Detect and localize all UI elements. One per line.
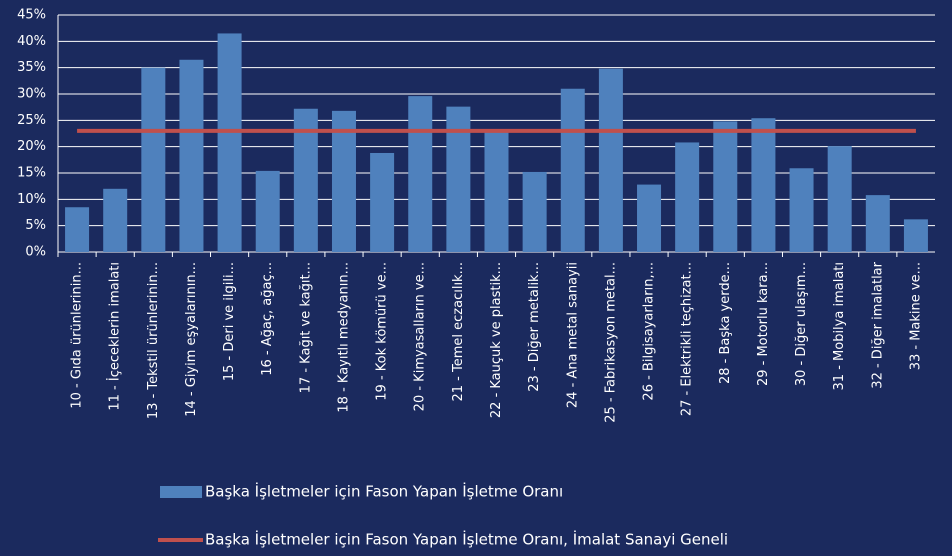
y-tick-label: 35% bbox=[17, 60, 46, 75]
bar bbox=[408, 96, 433, 253]
legend-swatch bbox=[160, 486, 202, 498]
x-tick-label: 29 - Motorlu kara... bbox=[756, 262, 771, 386]
x-tick-label: 26 - Bilgisayarların,... bbox=[642, 262, 657, 401]
x-tick-label: 25 - Fabrikasyon metal... bbox=[603, 262, 618, 423]
bar bbox=[255, 170, 280, 252]
y-tick-label: 30% bbox=[17, 87, 46, 102]
x-tick-label: 10 - Gıda ürünlerinin... bbox=[70, 262, 85, 409]
x-tick-label: 24 - Ana metal sanayii bbox=[565, 262, 580, 408]
bar bbox=[675, 142, 700, 252]
bar bbox=[713, 121, 738, 253]
y-tick-label: 10% bbox=[17, 192, 46, 207]
bar bbox=[522, 171, 547, 252]
bar bbox=[560, 88, 585, 252]
bar bbox=[865, 195, 890, 252]
x-tick-label: 32 - Diğer imalatlar bbox=[870, 261, 885, 388]
x-tick-label: 20 - Kimyasalların ve... bbox=[413, 262, 428, 411]
bar bbox=[370, 152, 395, 252]
x-tick-label: 33 - Makine ve... bbox=[908, 262, 923, 370]
x-tick-label: 31 - Mobilya imalatı bbox=[832, 262, 847, 390]
bar bbox=[103, 188, 128, 252]
bar bbox=[637, 184, 662, 252]
bar bbox=[331, 110, 356, 252]
bar bbox=[598, 68, 623, 252]
x-tick-label: 22 - Kauçuk ve plastik... bbox=[489, 262, 504, 418]
bar bbox=[65, 207, 90, 252]
x-tick-label: 17 - Kağıt ve kağıt... bbox=[298, 262, 313, 393]
x-tick-label: 11 - İçeceklerin imalatı bbox=[107, 262, 123, 411]
y-tick-label: 20% bbox=[17, 139, 46, 154]
x-tick-label: 18 - Kayıtlı medyanın... bbox=[336, 262, 351, 413]
x-tick-label: 23 - Diğer metalik... bbox=[527, 262, 542, 392]
x-tick-label: 19 - Kok kömürü ve... bbox=[375, 262, 390, 401]
x-tick-label: 21 - Temel eczacılık... bbox=[451, 262, 466, 401]
bar bbox=[827, 146, 852, 252]
bar bbox=[751, 118, 776, 252]
bar bbox=[903, 219, 928, 252]
bar bbox=[789, 168, 814, 252]
bar bbox=[484, 130, 509, 252]
legend-label: Başka İşletmeler için Fason Yapan İşletm… bbox=[205, 530, 728, 549]
y-tick-label: 40% bbox=[17, 34, 46, 49]
x-tick-label: 16 - Ağaç, ağaç... bbox=[260, 262, 275, 376]
y-tick-label: 15% bbox=[17, 166, 46, 181]
x-tick-label: 27 - Elektrikli teçhizat... bbox=[680, 262, 695, 416]
bar bbox=[217, 33, 242, 252]
x-tick-label: 13 - Tekstil ürünlerinin... bbox=[146, 262, 161, 419]
y-tick-label: 25% bbox=[17, 113, 46, 128]
bar bbox=[446, 106, 471, 252]
y-tick-label: 0% bbox=[25, 245, 46, 260]
y-tick-label: 5% bbox=[25, 218, 46, 233]
x-tick-label: 14 - Giyim eşyalarının... bbox=[184, 262, 199, 417]
x-tick-label: 30 - Diğer ulaşım... bbox=[794, 262, 809, 386]
y-tick-label: 45% bbox=[17, 8, 46, 23]
bar bbox=[179, 59, 204, 253]
x-tick-label: 15 - Deri ve ilgili... bbox=[222, 262, 237, 381]
bar bbox=[141, 67, 166, 253]
legend-label: Başka İşletmeler için Fason Yapan İşletm… bbox=[205, 482, 563, 501]
x-tick-label: 28 - Başka yerde... bbox=[718, 262, 733, 384]
